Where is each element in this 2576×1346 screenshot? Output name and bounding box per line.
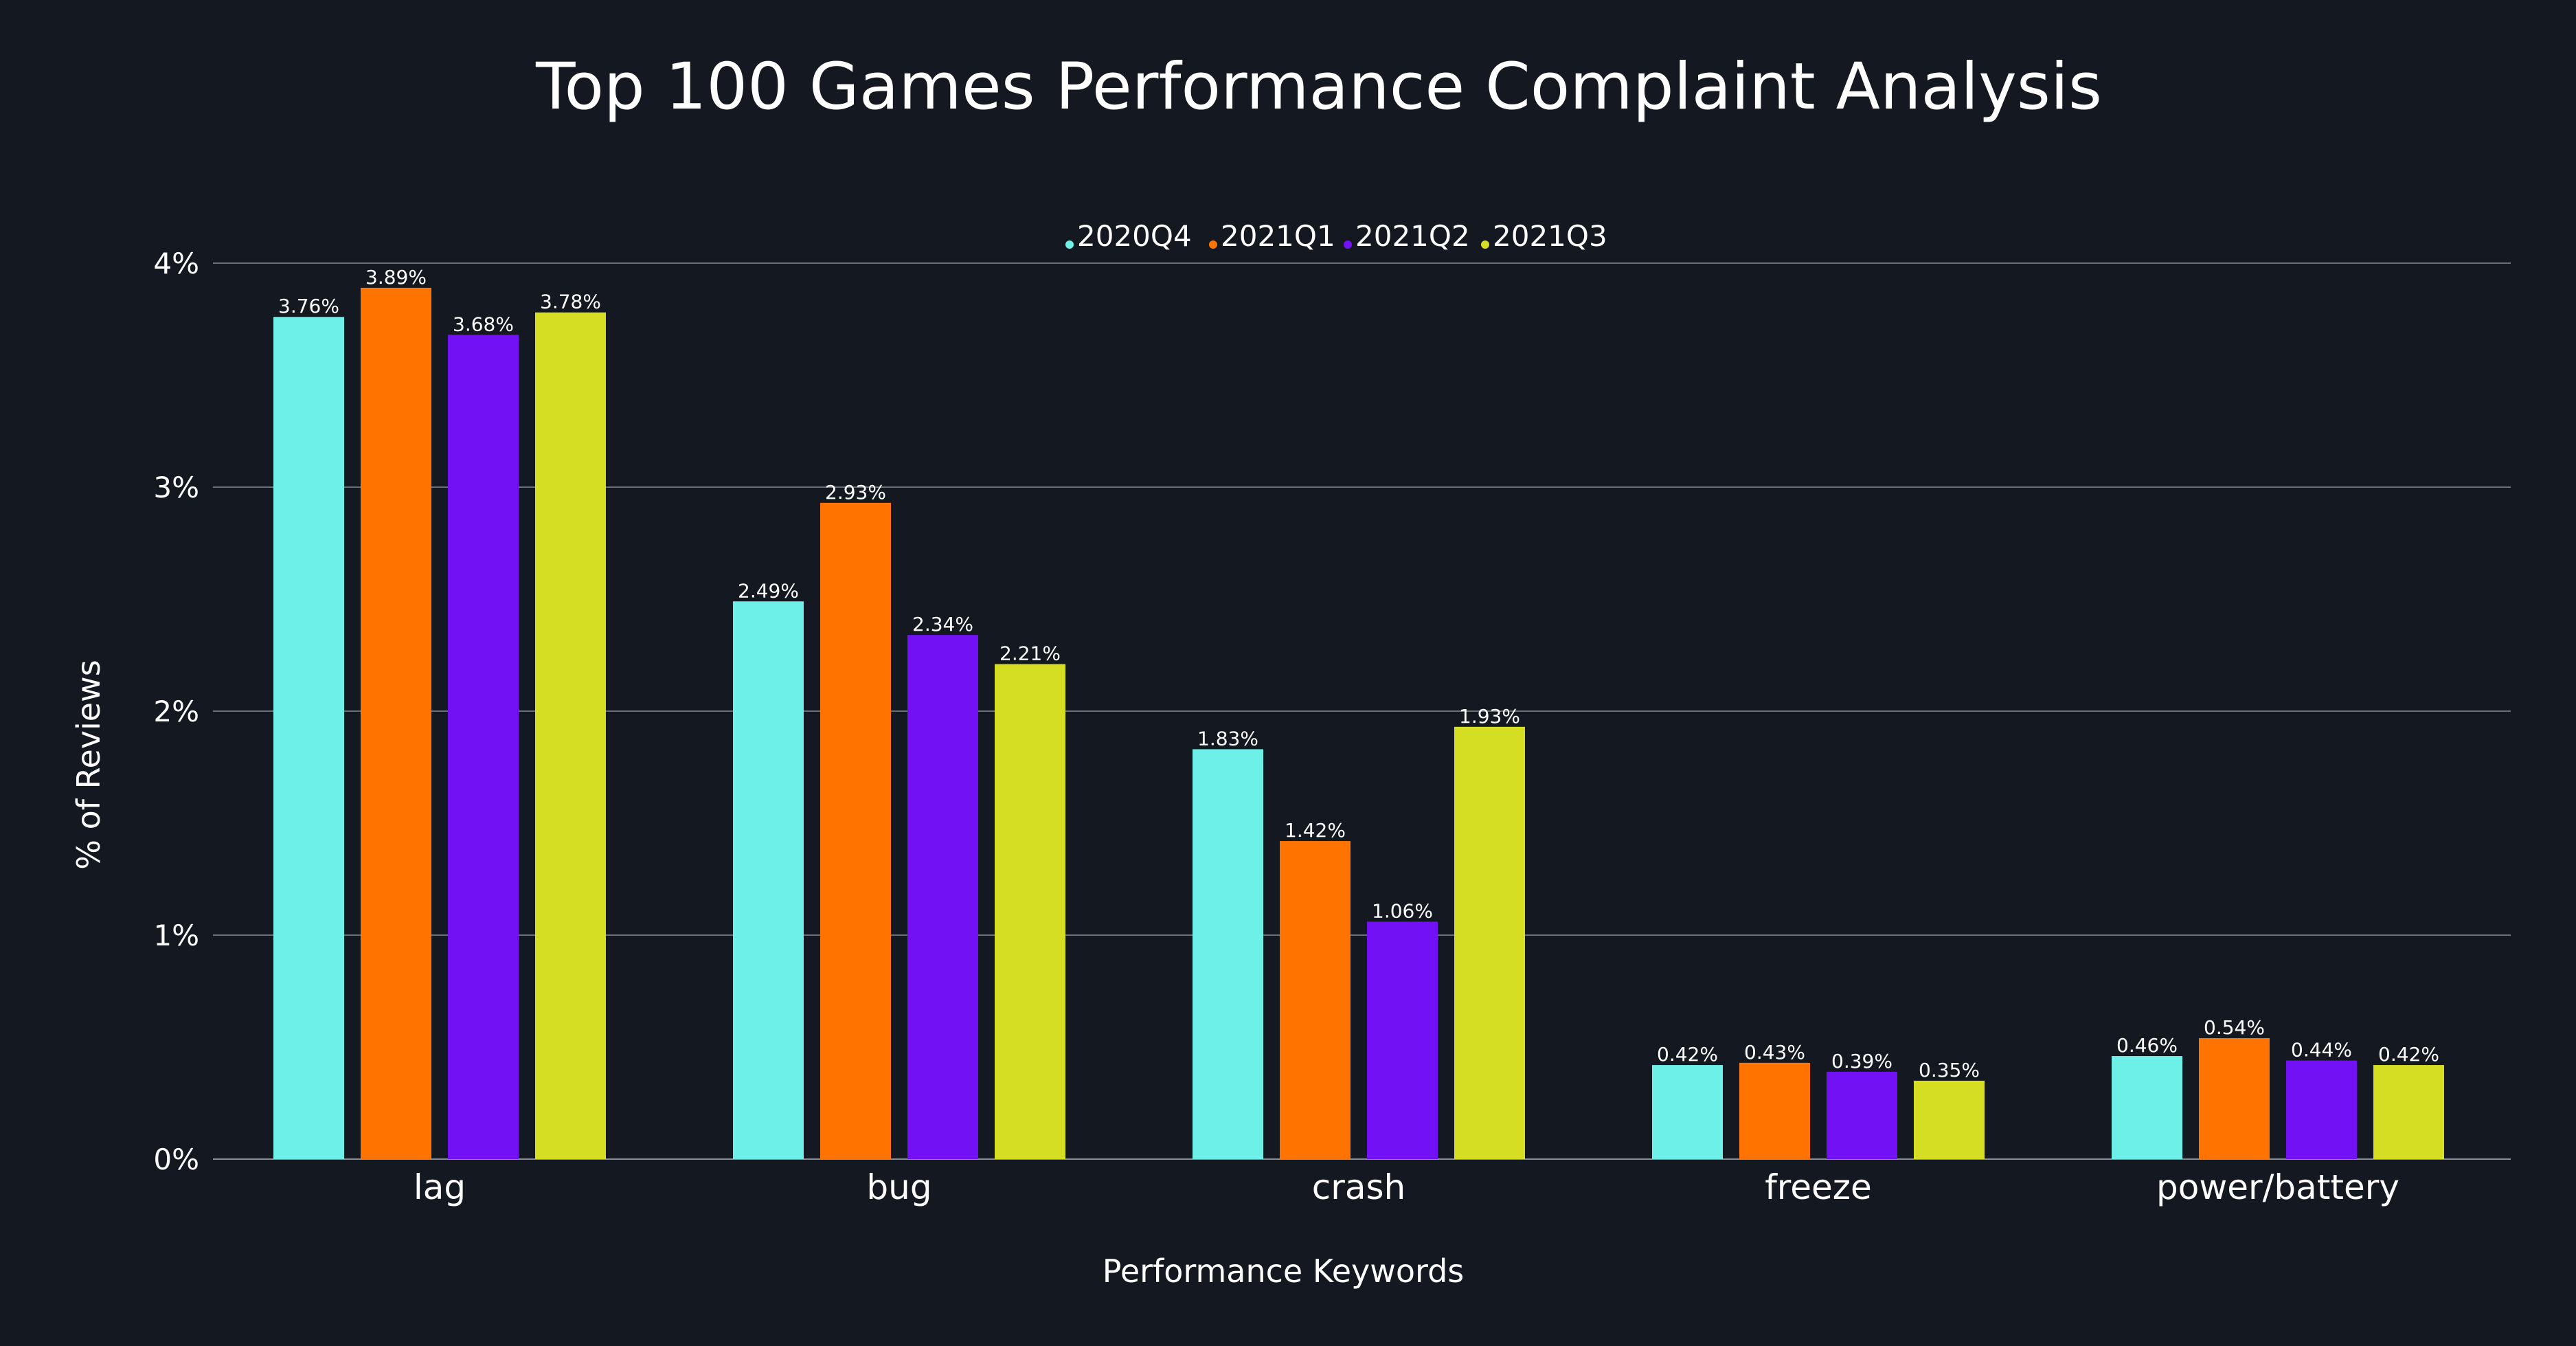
x-category-label-4: power/battery bbox=[2156, 1167, 2399, 1207]
bar-freeze-2021Q1 bbox=[1739, 1062, 1810, 1159]
bar-bug-2021Q1 bbox=[820, 502, 891, 1159]
bar-crash-2021Q3 bbox=[1454, 726, 1525, 1159]
value-label-lag-2021Q2: 3.68% bbox=[453, 313, 514, 335]
value-label-bug-2021Q3: 2.21% bbox=[999, 642, 1061, 665]
bars bbox=[273, 287, 2444, 1160]
bar-freeze-2020Q4 bbox=[1652, 1065, 1723, 1159]
y-tick-label-3: 3% bbox=[153, 471, 199, 504]
y-axis-ticks: 0% 1% 2% 3% 4% bbox=[153, 247, 199, 1176]
y-tick-label-1: 1% bbox=[153, 919, 199, 952]
y-tick-label-2: 2% bbox=[153, 695, 199, 728]
value-labels: 3.76% 2.49% 1.83% 0.42% 0.46% 3.89% 2.93% 1.42%… bbox=[278, 266, 2439, 1081]
bar-bug-2021Q3 bbox=[995, 664, 1065, 1159]
value-label-lag-2021Q3: 3.78% bbox=[540, 291, 601, 313]
value-label-crash-2021Q1: 1.42% bbox=[1285, 819, 1346, 842]
bar-crash-2021Q2 bbox=[1367, 921, 1438, 1159]
value-label-power-battery-2021Q2: 0.44% bbox=[2291, 1039, 2352, 1062]
legend-marker-2020Q4 bbox=[1065, 240, 1074, 249]
bar-power-battery-2021Q2 bbox=[2286, 1060, 2357, 1159]
bar-bug-2021Q2 bbox=[907, 635, 978, 1159]
bar-crash-2021Q1 bbox=[1280, 841, 1351, 1159]
value-label-crash-2020Q4: 1.83% bbox=[1197, 727, 1258, 750]
x-category-label-3: freeze bbox=[1765, 1167, 1872, 1207]
bar-lag-2021Q2 bbox=[448, 335, 519, 1159]
legend-label-2021Q2: 2021Q2 bbox=[1355, 219, 1470, 253]
value-label-freeze-2021Q3: 0.35% bbox=[1919, 1059, 1980, 1081]
legend-marker-2021Q1 bbox=[1209, 240, 1217, 249]
value-label-crash-2021Q3: 1.93% bbox=[1459, 705, 1520, 728]
value-label-lag-2020Q4: 3.76% bbox=[278, 295, 339, 317]
bar-power-battery-2021Q3 bbox=[2373, 1065, 2444, 1159]
bar-power-battery-2021Q1 bbox=[2199, 1037, 2270, 1159]
legend: 2020Q4 2021Q1 2021Q2 2021Q3 bbox=[1065, 219, 1607, 253]
bar-lag-2021Q3 bbox=[535, 312, 606, 1160]
legend-marker-2021Q2 bbox=[1344, 240, 1352, 249]
legend-label-2020Q4: 2020Q4 bbox=[1077, 219, 1192, 253]
value-label-crash-2021Q2: 1.06% bbox=[1372, 899, 1433, 922]
value-label-bug-2021Q2: 2.34% bbox=[912, 613, 973, 636]
x-axis-label: Performance Keywords bbox=[1103, 1253, 1465, 1290]
value-label-freeze-2020Q4: 0.42% bbox=[1657, 1043, 1718, 1066]
x-category-label-2: crash bbox=[1312, 1167, 1405, 1207]
bar-crash-2020Q4 bbox=[1193, 749, 1263, 1159]
legend-marker-2021Q3 bbox=[1481, 240, 1489, 249]
legend-label-2021Q3: 2021Q3 bbox=[1493, 219, 1607, 253]
value-label-bug-2021Q1: 2.93% bbox=[825, 481, 886, 504]
bar-freeze-2021Q3 bbox=[1914, 1080, 1985, 1159]
bar-power-battery-2020Q4 bbox=[2112, 1056, 2182, 1159]
chart-title: Top 100 Games Performance Complaint Anal… bbox=[535, 49, 2102, 124]
value-label-freeze-2021Q1: 0.43% bbox=[1744, 1041, 1805, 1064]
value-label-freeze-2021Q2: 0.39% bbox=[1831, 1050, 1893, 1073]
y-tick-label-0: 0% bbox=[153, 1143, 199, 1176]
value-label-power-battery-2021Q1: 0.54% bbox=[2204, 1016, 2265, 1039]
value-label-power-battery-2020Q4: 0.46% bbox=[2116, 1034, 2178, 1057]
x-axis-categories: lag bug crash freeze power/battery bbox=[414, 1167, 2399, 1207]
value-label-power-battery-2021Q3: 0.42% bbox=[2378, 1043, 2439, 1066]
bar-freeze-2021Q2 bbox=[1827, 1071, 1897, 1159]
legend-label-2021Q1: 2021Q1 bbox=[1221, 219, 1335, 253]
bar-lag-2020Q4 bbox=[273, 317, 344, 1159]
y-axis-label: % of Reviews bbox=[70, 660, 107, 869]
x-category-label-1: bug bbox=[866, 1167, 931, 1207]
value-label-lag-2021Q1: 3.89% bbox=[365, 266, 427, 289]
value-label-bug-2020Q4: 2.49% bbox=[738, 579, 799, 602]
bar-bug-2020Q4 bbox=[733, 601, 804, 1159]
x-category-label-0: lag bbox=[414, 1167, 466, 1207]
y-tick-label-4: 4% bbox=[153, 247, 199, 280]
bar-lag-2021Q1 bbox=[361, 287, 431, 1159]
